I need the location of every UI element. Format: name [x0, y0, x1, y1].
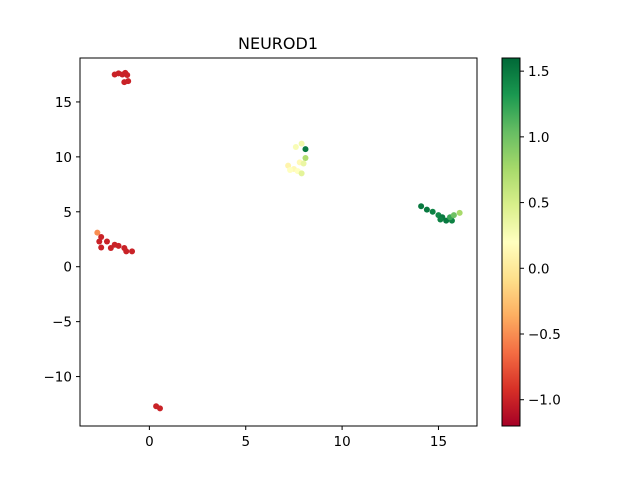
data-point — [437, 216, 444, 223]
data-points — [94, 69, 463, 412]
data-point — [96, 238, 103, 245]
x-axis: 0 5 10 15 — [145, 426, 447, 450]
data-point — [129, 248, 136, 255]
data-point — [429, 208, 436, 215]
data-point — [302, 146, 309, 153]
y-tick-label: −10 — [44, 370, 73, 386]
colorbar-tick-label: 0.0 — [528, 261, 549, 277]
data-point — [125, 78, 132, 85]
data-point — [123, 248, 130, 255]
y-tick-label: 15 — [55, 95, 72, 111]
x-tick-label: 0 — [145, 434, 154, 450]
y-tick-label: 10 — [55, 150, 72, 166]
data-point — [302, 154, 309, 161]
data-point — [115, 242, 122, 249]
y-axis: −10 −5 0 5 10 15 — [44, 95, 80, 386]
data-point — [103, 238, 110, 245]
data-point — [418, 203, 425, 210]
data-point — [98, 244, 105, 251]
colorbar-tick-label: −1.0 — [528, 393, 561, 409]
colorbar-tick-label: 1.5 — [528, 64, 549, 80]
data-point — [287, 167, 294, 174]
data-point — [292, 143, 299, 150]
data-point — [107, 245, 114, 252]
x-tick-label: 5 — [241, 434, 250, 450]
y-tick-label: −5 — [52, 315, 72, 331]
data-point — [300, 160, 307, 167]
chart-title: NEUROD1 — [238, 34, 318, 53]
data-point — [298, 140, 305, 147]
y-tick-label: 0 — [63, 260, 72, 276]
data-point — [456, 209, 463, 216]
data-point — [124, 72, 131, 79]
colorbar — [501, 57, 521, 427]
colorbar-axis: −1.0 −0.5 0.0 0.5 1.0 1.5 — [520, 64, 561, 409]
colorbar-tick-label: 1.0 — [528, 130, 549, 146]
data-point — [94, 229, 101, 236]
x-tick-label: 15 — [430, 434, 447, 450]
colorbar-tick-label: −0.5 — [528, 327, 561, 343]
data-point — [298, 170, 305, 177]
y-tick-label: 5 — [63, 205, 72, 221]
data-point — [423, 206, 430, 213]
colorbar-tick-label: 0.5 — [528, 196, 549, 212]
data-point — [156, 405, 163, 412]
x-tick-label: 10 — [334, 434, 351, 450]
data-point — [450, 212, 457, 219]
plot-frame — [79, 57, 478, 427]
